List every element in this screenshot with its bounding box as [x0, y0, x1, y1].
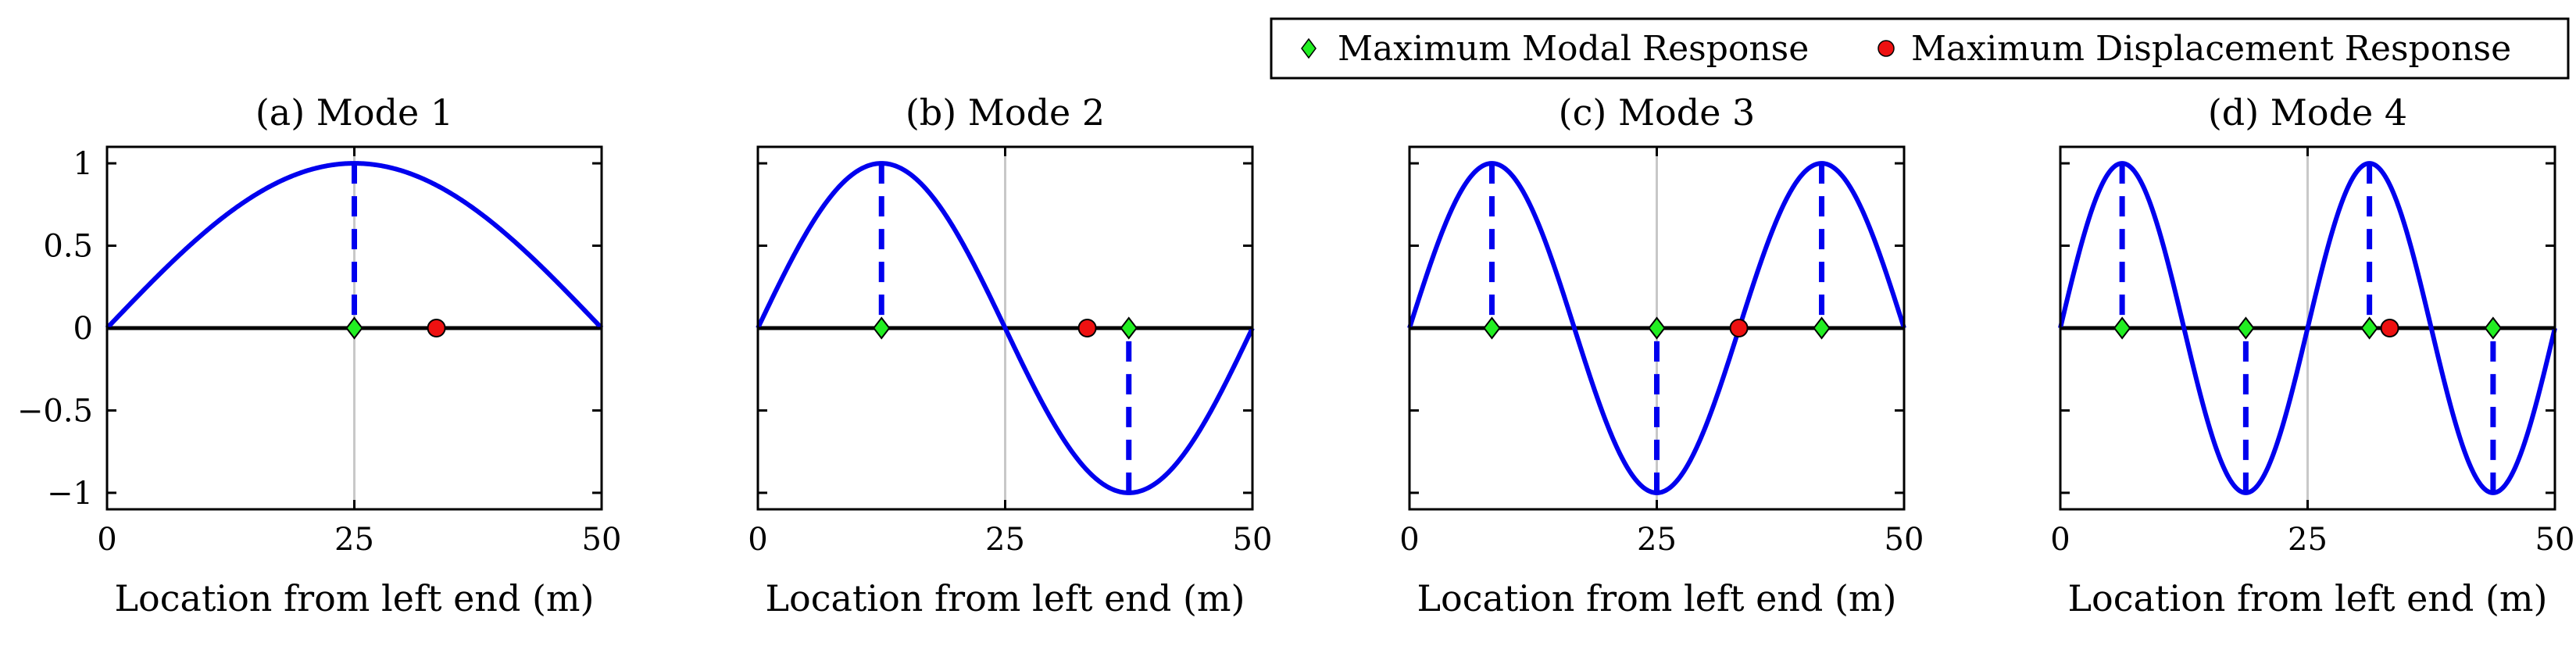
mode-shape-curve [756, 161, 1255, 495]
y-tick-label: 0 [73, 311, 93, 347]
modal-max-marker [2484, 316, 2503, 340]
modal-max-marker [872, 316, 891, 340]
panel-title: (a) Mode 1 [255, 91, 453, 134]
legend-modal-marker [1301, 37, 1317, 59]
panel-title: (b) Mode 2 [906, 91, 1105, 134]
panel-mode-3: 0 25 50 (c) Mode 3 Location from left end (m… [1399, 91, 1924, 619]
modal-max-marker [1648, 316, 1666, 340]
modal-max-marker [1483, 316, 1501, 340]
x-tick-label: 50 [2535, 522, 2575, 558]
panel-mode-4: 0 25 50 (d) Mode 4 Location from left end (m… [2050, 91, 2574, 619]
displacement-max-marker [2380, 319, 2399, 337]
x-tick-label: 25 [1637, 522, 1677, 558]
x-tick-label: 25 [334, 522, 374, 558]
x-tick-label: 25 [2288, 522, 2328, 558]
displacement-max-marker [1729, 319, 1749, 337]
legend-displacement-marker [1878, 40, 1895, 57]
x-tick-label: 25 [985, 522, 1025, 558]
x-axis-label: Location from left end (m) [765, 577, 1245, 619]
panel-mode-1: 0 25 50 1 0.5 0 −0.5 −1 (a) Mode 1 Location from … [17, 91, 622, 619]
x-tick-label: 0 [1399, 522, 1419, 558]
x-tick-label: 50 [582, 522, 622, 558]
modal-max-marker [345, 316, 363, 340]
panel-mode-2: 0 25 50 (b) Mode 2 Location from left end (m… [748, 91, 1272, 619]
x-tick-label: 0 [2050, 522, 2070, 558]
displacement-max-marker [1077, 319, 1097, 337]
panels: 0 25 50 1 0.5 0 −0.5 −1 (a) Mode 1 Location from … [17, 91, 2575, 619]
mode-shape-curve [105, 161, 604, 330]
x-tick-label: 50 [1885, 522, 1924, 558]
y-tick-label: 0.5 [43, 229, 93, 265]
legend-displacement-label: Maximum Displacement Response [1911, 29, 2511, 69]
displacement-max-marker [427, 319, 446, 337]
modal-max-marker [1813, 316, 1831, 340]
x-tick-label: 0 [748, 522, 767, 558]
modal-max-marker [1120, 316, 1138, 340]
legend: Maximum Modal Response Maximum Displacem… [1270, 17, 2570, 80]
panel-title: (d) Mode 4 [2208, 91, 2407, 134]
x-axis-label: Location from left end (m) [1417, 577, 1896, 619]
x-tick-label: 0 [97, 522, 116, 558]
mode-shape-curve [1407, 161, 1906, 495]
modal-max-marker [2237, 316, 2255, 340]
x-tick-label: 50 [1233, 522, 1273, 558]
legend-modal-label: Maximum Modal Response [1338, 29, 1809, 69]
panel-title: (c) Mode 3 [1559, 91, 1756, 134]
modal-max-marker [2360, 316, 2378, 340]
y-tick-label: −1 [47, 476, 93, 512]
y-tick-label: −0.5 [17, 393, 93, 429]
x-axis-label: Location from left end (m) [114, 577, 594, 619]
modal-max-marker [2113, 316, 2131, 340]
mode-shape-curve [2058, 161, 2557, 495]
y-tick-label: 1 [73, 146, 93, 182]
x-axis-label: Location from left end (m) [2067, 577, 2547, 619]
legend-box [1270, 17, 2570, 80]
